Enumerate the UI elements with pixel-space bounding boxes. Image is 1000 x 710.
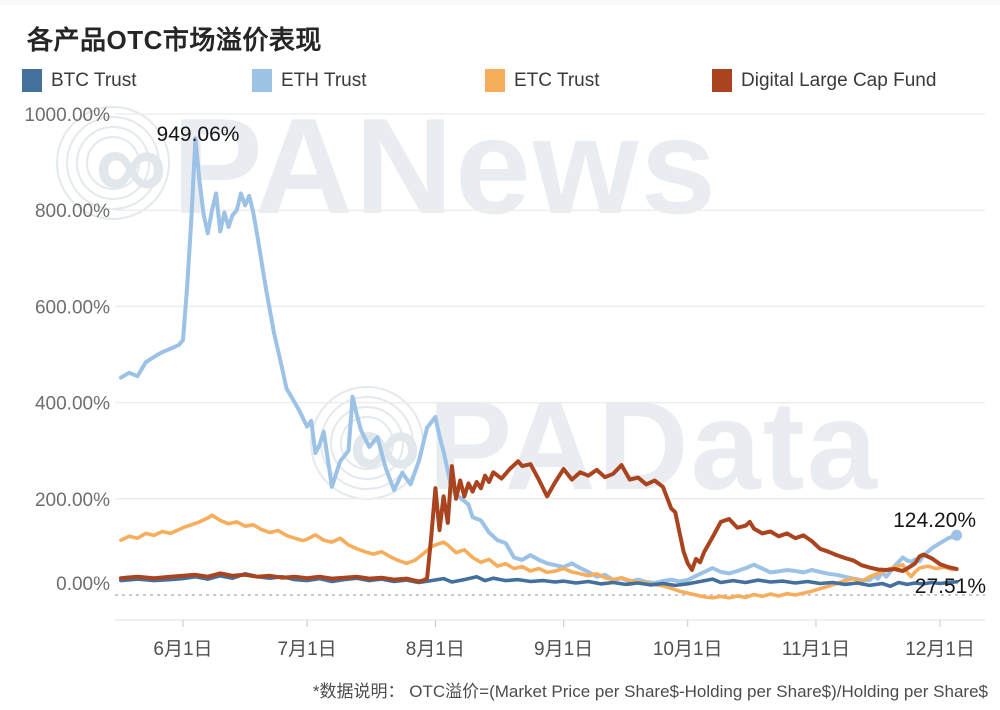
footnote: *数据说明： OTC溢价=(Market Price per Share$-Ho…: [312, 682, 988, 701]
x-tick-label: 6月1日: [153, 639, 212, 660]
y-tick-label: 800.00%: [35, 201, 110, 222]
legend-item-btc-trust: BTC Trust: [22, 69, 137, 92]
legend-swatch: [712, 69, 732, 92]
legend-label: BTC Trust: [51, 69, 137, 91]
x-tick-label: 8月1日: [406, 639, 465, 660]
y-tick-label: 1000.00%: [24, 105, 110, 126]
legend-swatch: [22, 69, 42, 92]
eth-trust-end-marker: [951, 529, 963, 541]
annotation-btc-end: 27.51%: [915, 575, 986, 598]
legend-item-eth-trust: ETH Trust: [252, 69, 367, 92]
annotation-eth-end: 124.20%: [893, 509, 976, 532]
legend-swatch: [485, 69, 505, 92]
legend-swatch: [252, 69, 272, 92]
top-edge-strip: [0, 0, 1000, 5]
watermark-logo-ring: [56, 106, 170, 220]
annotation-eth-peak: 949.06%: [157, 123, 240, 146]
watermark-logo-ring: [76, 126, 150, 200]
watermark-logo-infinity: ∞: [95, 109, 166, 221]
line-etc-trust: [119, 513, 955, 600]
watermark-logo-ring: [86, 136, 140, 190]
x-tick-label: 10月1日: [653, 639, 723, 660]
watermark-logo-ring: [340, 416, 394, 470]
chart-title: 各产品OTC市场溢价表现: [27, 25, 322, 55]
y-tick-label: 0.00%: [56, 574, 110, 595]
watermark-text: PAData: [428, 375, 879, 516]
x-tick-label: 12月1日: [905, 639, 975, 660]
watermark-logo-ring: [330, 406, 404, 480]
legend-label: ETC Trust: [514, 69, 600, 91]
watermark-logo-ring: [66, 116, 160, 210]
x-tick-label: 11月1日: [782, 639, 850, 660]
legend-label: ETH Trust: [281, 69, 367, 91]
y-tick-label: 600.00%: [35, 297, 110, 318]
legend-label: Digital Large Cap Fund: [741, 69, 937, 91]
y-tick-label: 200.00%: [35, 490, 110, 511]
legend-item-etc-trust: ETC Trust: [485, 69, 600, 92]
watermark-text: PANews: [172, 90, 718, 242]
line-digital-large-cap-fund: [118, 459, 959, 584]
legend-item-digital-large-cap-fund: Digital Large Cap Fund: [712, 69, 936, 92]
x-tick-label: 9月1日: [534, 639, 593, 660]
legend: BTC Trust ETH Trust ETC Trust Digital Large…: [0, 69, 1000, 97]
line-eth-trust: [118, 136, 959, 585]
y-tick-label: 400.00%: [35, 394, 110, 415]
x-tick-label: 7月1日: [278, 639, 337, 660]
